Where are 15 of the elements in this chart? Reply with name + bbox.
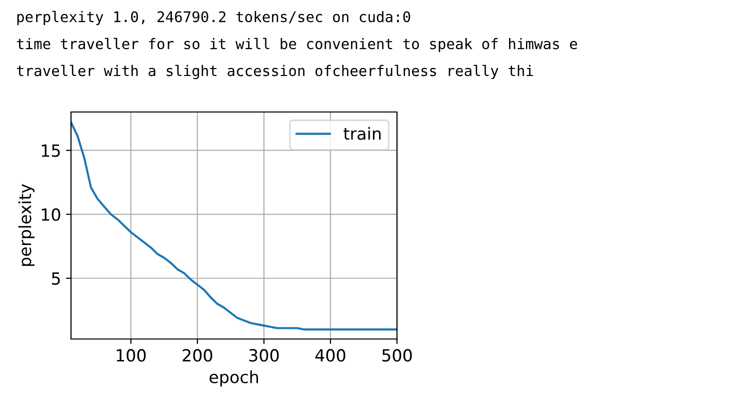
text: time traveller for so it will be convenient to speak of himwas e [16, 38, 578, 52]
x-tick-label: 500 [382, 349, 412, 362]
line-series [71, 121, 397, 330]
x-tick-label: 200 [182, 349, 212, 362]
y-tick-label: 5 [52, 272, 60, 285]
y-tick-label: 15 [42, 144, 60, 157]
x-tick-label: 400 [315, 349, 346, 362]
x-tick-label: 100 [116, 349, 146, 362]
legend-label: train [344, 127, 381, 140]
text: perplexity 1.0, 246790.2 tokens/sec on cuda:0 [17, 10, 410, 26]
x-tick-label: 300 [249, 349, 279, 362]
y-tick-label: 10 [42, 208, 60, 221]
x-axis-title: epoch [210, 370, 258, 387]
y-axis-title: perplexity [18, 184, 35, 266]
text: traveller with a slight accession ofcheerfulness really thi [16, 64, 534, 80]
